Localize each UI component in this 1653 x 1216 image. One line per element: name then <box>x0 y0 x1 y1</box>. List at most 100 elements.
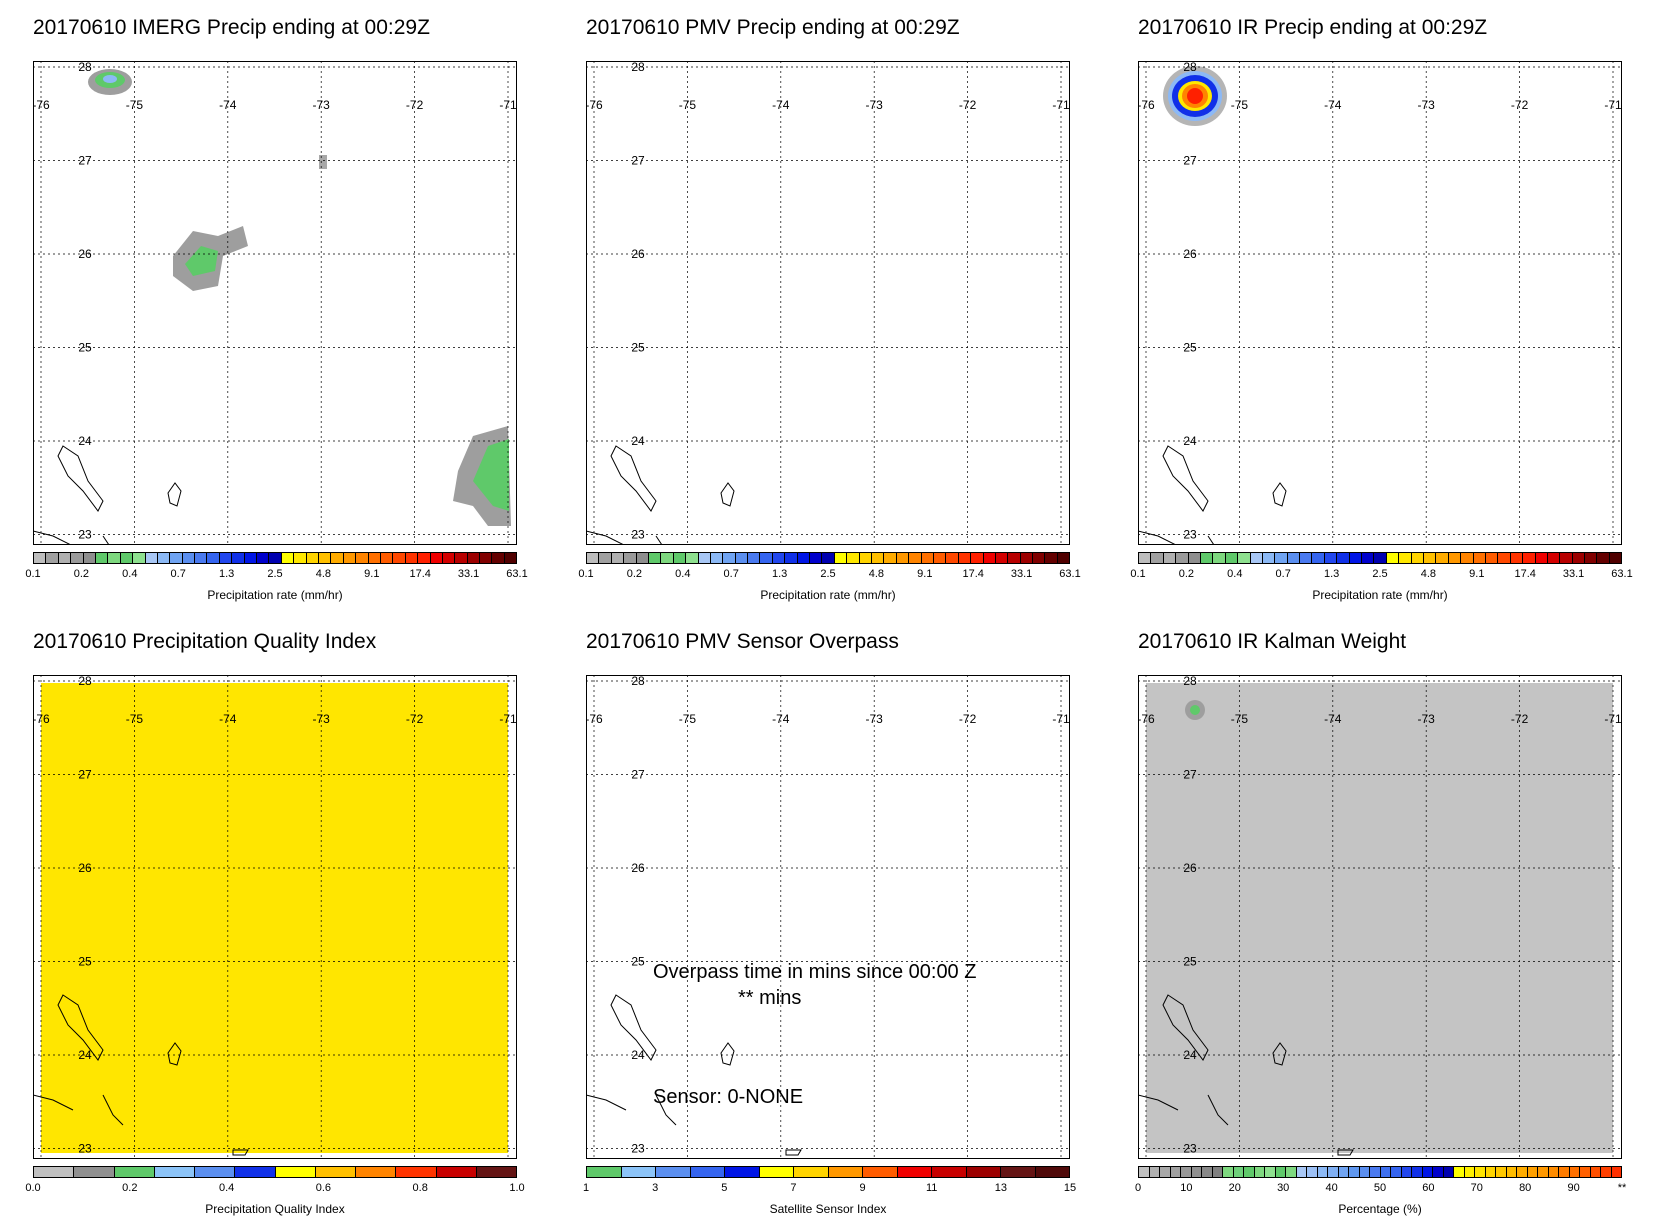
quality-overlay: -76 -75 -74 -73 -72 -71 28 27 26 25 24 23 <box>33 675 517 1159</box>
colorbar-tick-label: 11 <box>925 1182 938 1194</box>
colorbar-swatch <box>368 553 381 563</box>
lat-tick-label: 25 <box>78 955 92 969</box>
colorbar-swatch <box>921 553 934 563</box>
lat-tick-label: 25 <box>1183 955 1197 969</box>
colorbar-tick-label: 0.1 <box>1130 568 1146 580</box>
lat-tick-label: 27 <box>631 768 645 782</box>
colorbar-swatch <box>723 553 736 563</box>
colorbar-swatch <box>1454 1167 1465 1177</box>
colorbar-swatch <box>834 553 848 563</box>
overpass-overlay: -76 -75 -74 -73 -72 -71 28 27 26 25 24 23 <box>586 675 1070 1159</box>
lon-tick-label: -72 <box>406 98 424 112</box>
lon-tick-label: -75 <box>1231 712 1249 726</box>
colorbar-swatch <box>58 553 72 563</box>
colorbar-swatch <box>1033 553 1046 563</box>
colorbar-tick-label: 0.4 <box>1227 568 1243 580</box>
kalman-fill <box>1146 683 1613 1153</box>
colorbar-swatch <box>244 553 258 563</box>
colorbar-tick-label: 90 <box>1567 1182 1580 1194</box>
colorbar-tick-label: 0.7 <box>1275 568 1291 580</box>
map-border <box>586 675 1070 1159</box>
colorbar-swatch <box>1611 1167 1621 1177</box>
lon-tick-label: -75 <box>126 712 144 726</box>
colorbar-tick-label: 2.5 <box>1372 568 1388 580</box>
colorbar-swatch <box>611 553 625 563</box>
lon-tick-label: -72 <box>406 712 424 726</box>
lat-tick-label: 27 <box>1183 768 1197 782</box>
map-border <box>33 675 517 1159</box>
colorbar-swatch <box>896 553 910 563</box>
colorbar-swatch <box>380 553 394 563</box>
quality-fill <box>41 683 508 1153</box>
precip-cell-center <box>173 226 248 291</box>
lon-tick-label: -72 <box>959 98 977 112</box>
colorbar-swatch <box>1233 1167 1244 1177</box>
colorbar-tick-label: 9.1 <box>1469 568 1485 580</box>
map-kalman: -76 -75 -74 -73 -72 -71 28 27 26 25 24 23 <box>1138 675 1622 1159</box>
lat-tick-label: 26 <box>78 247 92 261</box>
colorbar-swatch <box>971 553 984 563</box>
colorbar <box>586 1166 1070 1178</box>
overpass-mins-text: ** mins <box>738 987 802 1009</box>
colorbar-tick-label: 63.1 <box>1059 568 1081 580</box>
lon-tick-label: -75 <box>1231 98 1249 112</box>
lat-tick-label: 24 <box>631 1048 645 1062</box>
colorbar-swatch <box>356 1167 397 1177</box>
lat-tick-label: 28 <box>631 61 645 74</box>
lon-tick-label: -73 <box>313 98 331 112</box>
lon-tick-label: -76 <box>586 712 603 726</box>
colorbar-tick-label: 0 <box>1134 1182 1142 1194</box>
colorbar-tick-label: 50 <box>1373 1182 1387 1194</box>
colorbar-swatch <box>760 553 773 563</box>
colorbar-swatch <box>772 553 786 563</box>
colorbar-tick-label: 2.5 <box>820 568 836 580</box>
colorbar-swatch <box>822 553 835 563</box>
lon-tick-label: -72 <box>1511 712 1529 726</box>
colorbar-swatch <box>1349 1167 1360 1177</box>
sensor-text: Sensor: 0-NONE <box>653 1086 804 1108</box>
coastlines <box>1138 994 1354 1156</box>
colorbar-tick-label: 33.1 <box>1010 568 1033 580</box>
colorbar-tick-label: 17.4 <box>409 568 431 580</box>
colorbar-swatch <box>673 553 687 563</box>
colorbar-swatch <box>1349 553 1363 563</box>
colorbar-swatch <box>343 553 357 563</box>
colorbar <box>33 1166 517 1178</box>
lon-tick-label: -74 <box>772 712 790 726</box>
lat-tick-label: 25 <box>78 341 92 355</box>
colorbar-swatch <box>396 1167 437 1177</box>
map-pmv: -76 -75 -74 -73 -72 -71 28 27 26 25 24 23 <box>586 61 1070 545</box>
colorbar-swatch <box>1547 553 1561 563</box>
colorbar-swatch <box>1510 553 1524 563</box>
colorbar-swatch <box>1324 553 1338 563</box>
kalman-overlay: -76 -75 -74 -73 -72 -71 28 27 26 25 24 23 <box>1138 675 1622 1159</box>
colorbar-swatch <box>1149 1167 1160 1177</box>
colorbar-swatch <box>1423 553 1437 563</box>
colorbar-title: Percentage (%) <box>1338 1202 1422 1216</box>
colorbar-tick-label: 1.3 <box>218 568 235 580</box>
colorbar-swatch <box>1496 1167 1507 1177</box>
coastlines <box>586 994 802 1156</box>
lat-tick-label: 24 <box>78 1048 92 1062</box>
colorbar-swatch <box>1160 1167 1171 1177</box>
colorbar-swatch <box>661 553 674 563</box>
precip-cell-ir <box>1163 66 1227 126</box>
colorbar-swatch <box>624 553 637 563</box>
panel-title-imerg: 20170610 IMERG Precip ending at 00:29Z <box>33 16 430 39</box>
colorbar-tick-label: 7 <box>790 1182 797 1194</box>
colorbar-swatch <box>476 1167 516 1177</box>
lat-tick-label: 23 <box>78 528 92 542</box>
colorbar-swatch <box>195 1167 236 1177</box>
kalman-cell <box>1185 700 1205 720</box>
colorbar-swatch <box>1262 553 1276 563</box>
colorbar-swatch <box>759 1167 794 1177</box>
lat-tick-label: 27 <box>78 154 92 168</box>
colorbar-swatch <box>1475 1167 1486 1177</box>
colorbar-swatch <box>1045 553 1058 563</box>
colorbar-swatch <box>1506 1167 1517 1177</box>
lon-tick-label: -76 <box>586 98 603 112</box>
colorbar-swatch <box>318 553 332 563</box>
precip-cell-east <box>453 426 511 526</box>
colorbar-tick-label: 0.2 <box>122 1182 138 1194</box>
coastlines <box>1138 445 1287 545</box>
